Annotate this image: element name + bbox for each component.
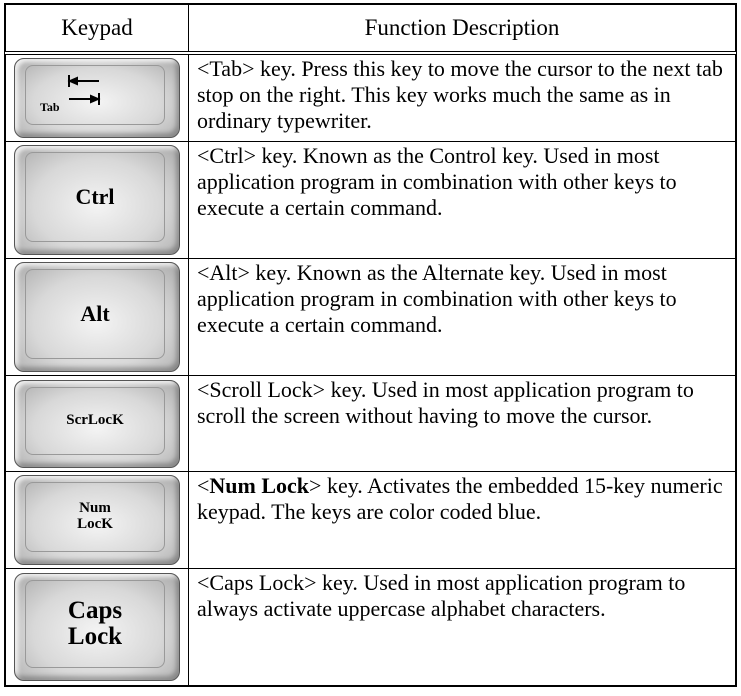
key-cap: Ctrl: [14, 145, 180, 255]
description: <Alt> key. Known as the Alternate key. U…: [188, 258, 736, 376]
key-face: Alt: [25, 269, 165, 359]
table-row: Tab <Tab> key. Press this key to move the…: [5, 52, 736, 142]
key-label: Tab: [40, 100, 60, 115]
key-cell: Ctrl: [5, 141, 189, 259]
header-cell: Function Description: [188, 4, 736, 54]
table-body: Tab <Tab> key. Press this key to move the…: [5, 52, 736, 686]
header-row: Keypad Function Description: [5, 4, 736, 54]
key-cap: ScrLocK: [14, 379, 180, 468]
description-text: > key. Activates the embedded 15-key num…: [197, 473, 723, 524]
table-row: ScrLocK <Scroll Lock> key. Used in most a…: [5, 375, 736, 472]
table: Keypad Function Description Tab <Tab> key…: [5, 4, 736, 686]
key-cap: Tab: [14, 58, 180, 138]
key-cell: Caps Lock: [5, 568, 189, 686]
table-row: Ctrl <Ctrl> key. Known as the Control key…: [5, 141, 736, 259]
description: <Scroll Lock> key. Used in most applicat…: [188, 375, 736, 472]
description-text: <Ctrl> key. Known as the Control key. Us…: [197, 143, 677, 220]
key-face: Tab: [25, 65, 165, 125]
key-label: Caps: [67, 596, 123, 624]
description-text: Num Lock: [209, 473, 310, 498]
description-text: <Alt> key. Known as the Alternate key. U…: [197, 260, 677, 337]
key-label: ScrLocK: [66, 411, 124, 428]
description: <Ctrl> key. Known as the Control key. Us…: [188, 141, 736, 259]
description: <Tab> key. Press this key to move the cu…: [188, 52, 736, 142]
key-cell: Alt: [5, 258, 189, 376]
key-label: LocK: [77, 516, 113, 532]
description: <Caps Lock> key. Used in most applicatio…: [188, 568, 736, 686]
key-cell: Num LocK: [5, 471, 189, 569]
description-text: <Tab> key. Press this key to move the cu…: [197, 56, 723, 133]
description-text: <Caps Lock> key. Used in most applicatio…: [197, 570, 686, 621]
tab-arrows: [67, 75, 101, 105]
key-label: Ctrl: [75, 184, 115, 210]
key-face: Num LocK: [25, 482, 165, 552]
header-cell: Keypad: [5, 4, 189, 54]
key-cell: Tab: [5, 52, 189, 142]
key-label: Lock: [67, 623, 123, 650]
description: <Num Lock> key. Activates the embedded 1…: [188, 471, 736, 569]
key-face: ScrLocK: [25, 386, 165, 455]
description-text: <: [197, 473, 210, 498]
key-face: Ctrl: [25, 152, 165, 242]
key-cap: Num LocK: [14, 475, 180, 565]
key-face: Caps Lock: [25, 580, 165, 668]
key-label: Alt: [80, 301, 110, 327]
key-cap: Caps Lock: [14, 573, 180, 681]
keypad-table: Keypad Function Description Tab <Tab> key…: [4, 3, 737, 687]
description-text: <Scroll Lock> key. Used in most applicat…: [197, 377, 694, 428]
key-cap: Alt: [14, 262, 180, 372]
table-row: Alt <Alt> key. Known as the Alternate key…: [5, 258, 736, 376]
key-cell: ScrLocK: [5, 375, 189, 472]
table-row: Caps Lock <Caps Lock> key. Used in most ap…: [5, 568, 736, 686]
table-row: Num LocK <Num Lock> key. Activates the emb…: [5, 471, 736, 569]
key-label: Num: [79, 500, 111, 517]
